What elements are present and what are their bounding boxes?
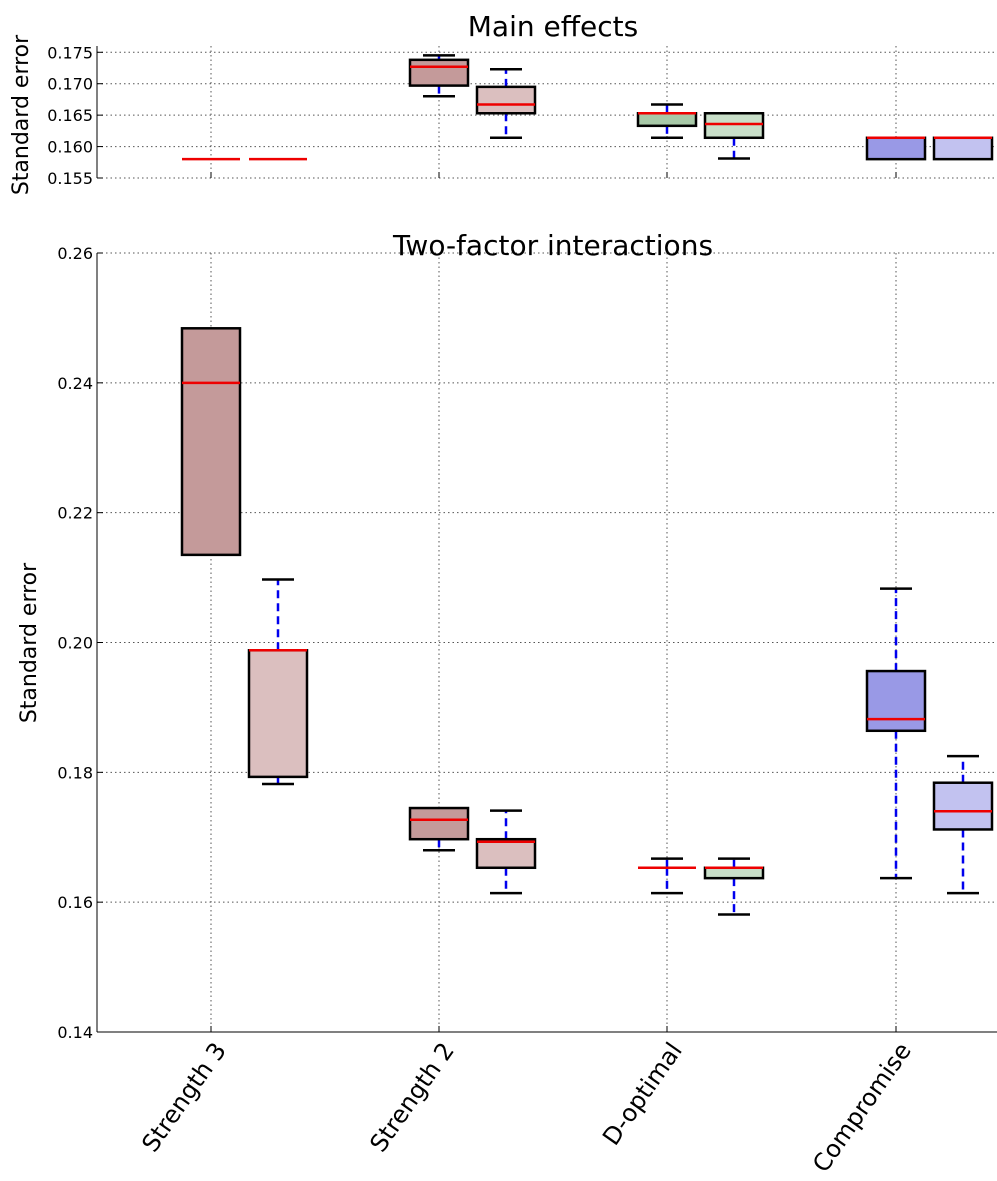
- y-tick-label: 0.26: [57, 244, 93, 263]
- box-body: [636, 112, 698, 128]
- box-body: [703, 866, 765, 880]
- box-body: [408, 806, 470, 841]
- box-7: [865, 136, 927, 161]
- main-effects-ylabel: Standard error: [9, 34, 34, 195]
- y-tick-label: 0.24: [57, 374, 93, 393]
- box-body: [932, 781, 994, 831]
- y-tick-label: 0.160: [47, 138, 93, 157]
- box-body: [475, 837, 537, 870]
- box-8: [932, 136, 994, 161]
- interactions-title: Two-factor interactions: [392, 229, 713, 262]
- y-tick-label: 0.16: [57, 893, 93, 912]
- box-3: [408, 806, 470, 852]
- box-8: [932, 754, 994, 895]
- box-7: [865, 587, 927, 880]
- box-body: [703, 112, 765, 140]
- box-5: [638, 857, 696, 895]
- box-6: [703, 112, 765, 160]
- interactions-boxes: [180, 327, 994, 916]
- y-tick-label: 0.175: [47, 43, 93, 62]
- y-tick-label: 0.170: [47, 75, 93, 94]
- box-2: [247, 578, 309, 786]
- main-effects-panel: Main effects Standard error 0.1550.1600.…: [9, 10, 997, 195]
- main-effects-boxes: [182, 54, 994, 161]
- y-tick-label: 0.165: [47, 106, 93, 125]
- main-effects-grid: [97, 46, 997, 179]
- box-4: [475, 809, 537, 895]
- y-tick-label: 0.22: [57, 504, 93, 523]
- box-5: [636, 103, 698, 140]
- y-tick-label: 0.18: [57, 763, 93, 782]
- y-tick-label: 0.20: [57, 634, 93, 653]
- box-body: [865, 136, 927, 161]
- box-body: [247, 649, 309, 779]
- interactions-yticks: 0.14 0.16 0.18 0.20 0.22 0.24 0.26: [57, 244, 103, 1042]
- main-effects-title: Main effects: [468, 10, 638, 43]
- box-body: [408, 58, 470, 87]
- box-body: [865, 669, 927, 733]
- box-body: [932, 136, 994, 161]
- box-body: [475, 85, 537, 115]
- box-body: [180, 327, 242, 557]
- box-6: [703, 857, 765, 916]
- main-effects-yticks: 0.155 0.160 0.165 0.170 0.175: [47, 43, 103, 188]
- interactions-ylabel: Standard error: [17, 562, 42, 723]
- box-1: [180, 327, 242, 557]
- y-tick-label: 0.155: [47, 169, 93, 188]
- box-4: [475, 68, 537, 140]
- box-3: [408, 54, 470, 98]
- y-tick-label: 0.14: [57, 1023, 93, 1042]
- main-effects-axes: [96, 46, 897, 178]
